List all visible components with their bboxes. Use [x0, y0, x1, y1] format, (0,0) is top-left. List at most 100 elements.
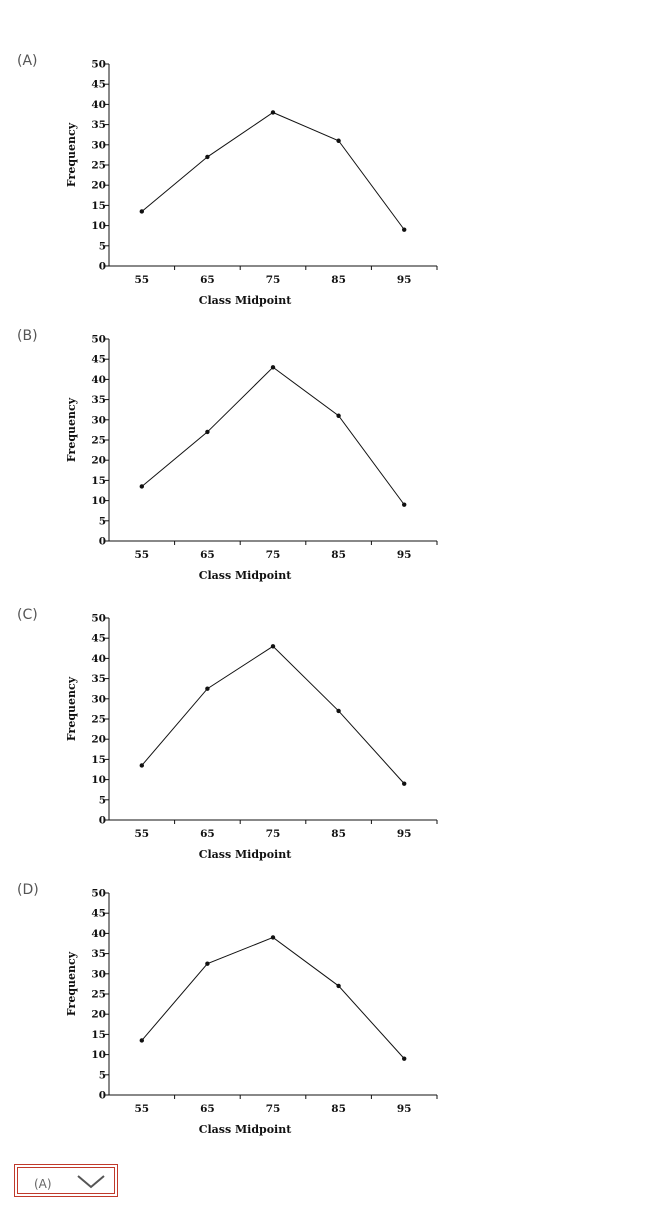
- y-tick-label: 25: [91, 160, 106, 172]
- series-line: [141, 366, 405, 505]
- series-line: [141, 936, 405, 1059]
- data-point: [205, 961, 210, 966]
- y-tick-label: 10: [91, 495, 106, 507]
- chart-svg: 0 5 10 15 20 25 30 35 40 45 50 55 65 75 85 95 Class Midp…: [65, 888, 438, 1136]
- y-tick-label: 5: [99, 1069, 106, 1081]
- x-tick-label: 75: [266, 828, 281, 840]
- data-point: [336, 413, 341, 418]
- x-tick-label: 95: [397, 1103, 412, 1115]
- y-tick-label: 45: [91, 79, 106, 91]
- chevron-down-icon[interactable]: [76, 1174, 106, 1194]
- x-tick-label: 65: [200, 549, 215, 561]
- option-label-a: (A): [17, 53, 38, 69]
- y-tick-label: 10: [91, 220, 106, 232]
- y-tick-label: 15: [91, 475, 106, 487]
- y-tick-label: 30: [91, 139, 106, 151]
- y-tick-label: 35: [91, 119, 106, 131]
- x-tick-label: 65: [200, 828, 215, 840]
- data-point: [270, 110, 276, 115]
- x-axis-title: Class Midpoint: [199, 569, 293, 582]
- x-axis-title: Class Midpoint: [199, 294, 293, 307]
- x-axis-title: Class Midpoint: [199, 848, 293, 861]
- y-tick-label: 15: [91, 754, 106, 766]
- y-tick-label: 50: [91, 888, 106, 900]
- chart-a: 0 5 10 15 20 25 30 35 40 45 50 55 65 75 85 95 Class Midp…: [60, 55, 450, 307]
- answer-select-box[interactable]: (A): [17, 1167, 115, 1194]
- option-label-b: (B): [17, 328, 38, 344]
- y-tick-label: 40: [91, 653, 106, 665]
- data-point: [139, 763, 144, 768]
- data-point: [336, 708, 341, 714]
- x-tick-label: 75: [266, 274, 281, 286]
- data-point: [402, 781, 407, 786]
- x-axis-title: Class Midpoint: [199, 1123, 293, 1136]
- y-tick-label: 0: [99, 536, 106, 548]
- y-tick-label: 20: [91, 455, 106, 467]
- y-tick-label: 50: [91, 334, 106, 346]
- y-tick-label: 40: [91, 99, 106, 111]
- data-point: [336, 983, 341, 989]
- x-tick-label: 85: [331, 549, 346, 561]
- y-axis-title: Frequency: [65, 397, 78, 462]
- y-tick-label: 30: [91, 414, 106, 426]
- data-point: [205, 686, 210, 691]
- y-axis-title: Frequency: [65, 676, 78, 741]
- y-tick-label: 35: [91, 948, 106, 960]
- data-point: [270, 935, 276, 940]
- data-point: [139, 484, 144, 489]
- y-axis-title: Frequency: [65, 122, 78, 187]
- y-tick-label: 45: [91, 633, 106, 645]
- y-tick-label: 20: [91, 1009, 106, 1021]
- y-tick-label: 25: [91, 714, 106, 726]
- y-tick-label: 40: [91, 928, 106, 940]
- y-tick-label: 45: [91, 354, 106, 366]
- x-tick-label: 85: [331, 828, 346, 840]
- chart-svg: 0 5 10 15 20 25 30 35 40 45 50 55 65 75 85 95 Class Midp…: [65, 613, 438, 861]
- data-point: [270, 365, 276, 370]
- y-tick-label: 25: [91, 989, 106, 1001]
- data-point: [270, 644, 276, 649]
- series-line: [141, 111, 405, 230]
- x-tick-label: 95: [397, 274, 412, 286]
- x-tick-label: 85: [331, 1103, 346, 1115]
- data-point: [336, 138, 341, 143]
- data-point: [402, 502, 407, 507]
- y-tick-label: 40: [91, 374, 106, 386]
- option-label-c: (C): [17, 607, 38, 623]
- x-tick-label: 55: [134, 828, 149, 840]
- chart-svg: 0 5 10 15 20 25 30 35 40 45 50 55 65 75 85 95 Class Midp…: [65, 59, 438, 307]
- y-tick-label: 20: [91, 734, 106, 746]
- y-tick-label: 50: [91, 613, 106, 625]
- y-tick-label: 5: [99, 515, 106, 527]
- chart-d: 0 5 10 15 20 25 30 35 40 45 50 55 65 75 85 95 Class Midp…: [60, 884, 450, 1136]
- answer-select[interactable]: (A): [14, 1164, 118, 1197]
- x-tick-label: 55: [134, 274, 149, 286]
- y-tick-label: 5: [99, 240, 106, 252]
- y-tick-label: 0: [99, 815, 106, 827]
- y-tick-label: 35: [91, 394, 106, 406]
- y-tick-label: 15: [91, 200, 106, 212]
- y-tick-label: 45: [91, 908, 106, 920]
- chart-b: 0 5 10 15 20 25 30 35 40 45 50 55 65 75 85 95 Class Midp…: [60, 330, 450, 582]
- y-tick-label: 50: [91, 59, 106, 71]
- y-tick-label: 5: [99, 794, 106, 806]
- data-point: [402, 1056, 407, 1061]
- chart-svg: 0 5 10 15 20 25 30 35 40 45 50 55 65 75 85 95 Class Midp…: [65, 334, 438, 582]
- data-point: [139, 209, 144, 214]
- y-tick-label: 30: [91, 968, 106, 980]
- y-tick-label: 25: [91, 435, 106, 447]
- data-point: [205, 429, 210, 435]
- x-tick-label: 75: [266, 1103, 281, 1115]
- chart-c: 0 5 10 15 20 25 30 35 40 45 50 55 65 75 85 95 Class Midp…: [60, 609, 450, 861]
- data-point: [205, 154, 210, 160]
- option-label-d: (D): [17, 882, 39, 898]
- x-tick-label: 65: [200, 1103, 215, 1115]
- data-point: [402, 227, 407, 232]
- y-tick-label: 20: [91, 180, 106, 192]
- series-line: [141, 645, 405, 784]
- x-tick-label: 55: [134, 549, 149, 561]
- x-tick-label: 95: [397, 549, 412, 561]
- x-tick-label: 55: [134, 1103, 149, 1115]
- x-tick-label: 85: [331, 274, 346, 286]
- x-tick-label: 75: [266, 549, 281, 561]
